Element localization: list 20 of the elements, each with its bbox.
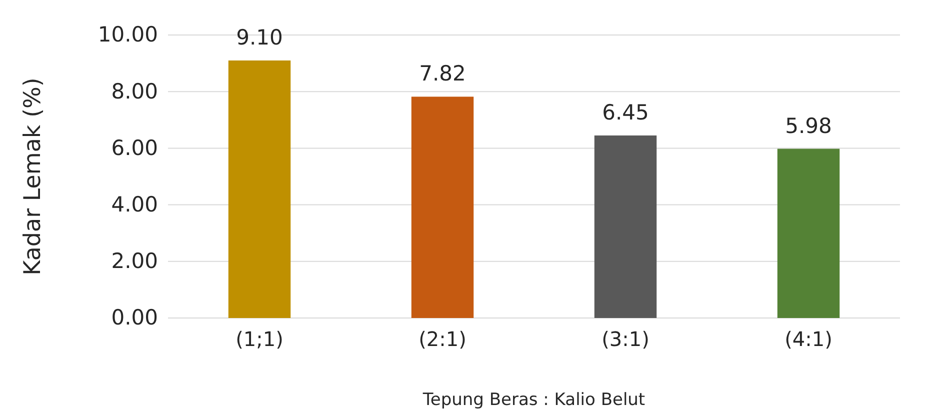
y-tick-label: 10.00 bbox=[98, 22, 158, 47]
y-axis-title: Kadar Lemak (%) bbox=[20, 78, 46, 276]
bar bbox=[411, 96, 474, 318]
x-tick-label: (4:1) bbox=[784, 327, 832, 352]
data-label: 9.10 bbox=[236, 25, 283, 50]
x-tick-label: (2:1) bbox=[418, 327, 466, 352]
y-tick-label: 0.00 bbox=[111, 306, 158, 330]
data-label: 7.82 bbox=[419, 62, 466, 86]
x-tick-label: (3:1) bbox=[602, 327, 650, 352]
data-label: 5.98 bbox=[785, 114, 832, 138]
bar bbox=[594, 135, 657, 318]
x-tick-label: (1;1) bbox=[236, 327, 284, 352]
bar bbox=[777, 148, 840, 318]
y-tick-label: 6.00 bbox=[111, 136, 158, 160]
bar bbox=[228, 60, 291, 318]
data-label: 6.45 bbox=[602, 100, 649, 124]
x-axis-title: Tepung Beras : Kalio Belut bbox=[422, 390, 646, 410]
y-tick-label: 8.00 bbox=[111, 79, 158, 104]
y-tick-label: 2.00 bbox=[111, 249, 158, 274]
y-tick-label: 4.00 bbox=[111, 192, 158, 217]
